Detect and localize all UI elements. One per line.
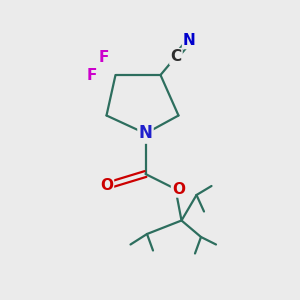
Text: C: C	[170, 49, 182, 64]
Text: N: N	[183, 33, 196, 48]
Text: F: F	[86, 68, 97, 82]
Text: O: O	[172, 182, 185, 196]
Text: F: F	[98, 50, 109, 64]
Text: N: N	[139, 124, 152, 142]
Text: O: O	[100, 178, 113, 193]
